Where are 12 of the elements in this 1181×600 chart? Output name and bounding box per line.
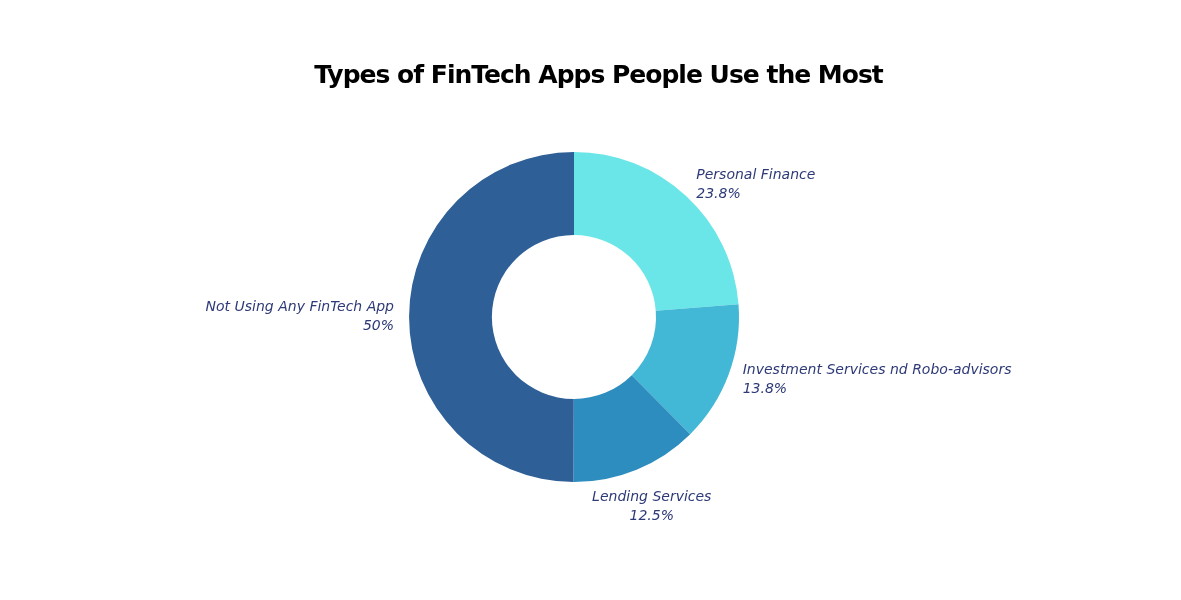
slice-label: Personal Finance bbox=[696, 165, 816, 182]
slice-label: Investment Services nd Robo-advisors bbox=[742, 360, 1012, 377]
donut-slice bbox=[409, 152, 574, 482]
chart-title: Types of FinTech Apps People Use the Most bbox=[314, 60, 884, 89]
slice-label: Lending Services bbox=[592, 487, 712, 504]
data-label: 13.8% bbox=[742, 379, 788, 396]
slice-label: Not Using Any FinTech App bbox=[205, 297, 395, 314]
data-label: 12.5% bbox=[629, 506, 675, 523]
data-label: 50% bbox=[362, 316, 394, 333]
data-label: 23.8% bbox=[696, 184, 741, 201]
donut-slice bbox=[631, 304, 739, 435]
donut-slice bbox=[573, 375, 691, 482]
